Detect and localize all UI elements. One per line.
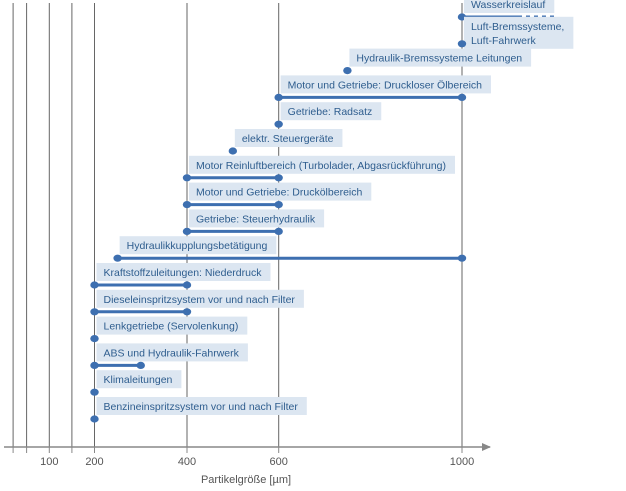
range-start-marker	[90, 388, 99, 396]
range-label-bg	[96, 370, 182, 389]
range-label: Motor und Getriebe: Druckloser Ölbereich	[288, 79, 482, 91]
gridlines	[12, 3, 463, 447]
range-label: Motor und Getriebe: Druckölbereich	[196, 187, 362, 199]
range-label-bg	[96, 289, 304, 308]
range-label: Luft-Bremssysteme,	[471, 21, 564, 33]
range-start-marker	[274, 120, 283, 128]
range-label: Getriebe: Steuerhydraulik	[196, 213, 316, 225]
range-row: Kraftstoffzuleitungen: Niederdruck	[90, 263, 271, 289]
range-start-marker	[90, 335, 99, 343]
range-row: Lenkgetriebe (Servolenkung)	[90, 316, 248, 343]
range-label: Kraftstoffzuleitungen: Niederdruck	[104, 267, 263, 279]
range-start-marker	[182, 227, 192, 235]
range-label-bg	[189, 209, 325, 228]
range-end-marker	[274, 227, 283, 235]
range-label-bg	[96, 263, 271, 281]
range-start-marker	[90, 415, 99, 423]
range-row: Hydraulik-Bremssysteme Leitungen	[343, 48, 532, 75]
range-start-marker	[274, 93, 283, 101]
range-end-marker	[457, 254, 467, 262]
range-label: Dieseleinspritzsystem vor und nach Filte…	[104, 294, 296, 306]
range-end-marker	[136, 361, 145, 369]
x-axis: 100 200 400 600 1000	[4, 443, 491, 468]
range-label-bg	[119, 236, 277, 255]
range-bars: Wasserkreislauf Luft-Bremssysteme, Luft-Fa…	[90, 0, 574, 423]
range-start-marker	[182, 174, 192, 182]
range-row: elektr. Steuergeräte	[228, 129, 343, 155]
range-end-marker	[182, 308, 192, 316]
x-tick-label: 200	[85, 456, 103, 468]
range-label: Lenkgetriebe (Servolenkung)	[104, 321, 239, 333]
range-label-bg	[189, 182, 372, 201]
range-start-marker	[182, 201, 192, 209]
range-label-bg	[96, 343, 248, 362]
range-label-bg	[96, 397, 307, 415]
range-label-bg	[280, 75, 491, 94]
range-row: Hydraulikkupplungsbetätigung	[113, 236, 467, 262]
x-tick-label: 100	[40, 456, 58, 468]
range-label: Benzineinspritzsystem vor und nach Filte…	[104, 401, 299, 413]
x-axis-arrowhead	[482, 443, 491, 451]
range-row: Benzineinspritzsystem vor und nach Filte…	[90, 397, 307, 423]
range-label: Motor Reinluftbereich (Turbolader, Abgas…	[196, 160, 446, 172]
x-tick-label: 400	[178, 456, 196, 468]
range-label-bg	[463, 0, 555, 13]
range-end-marker	[274, 174, 283, 182]
range-start-marker	[90, 361, 99, 369]
range-label: elektr. Steuergeräte	[242, 133, 334, 145]
x-tick-label: 1000	[450, 456, 474, 468]
range-row: ABS und Hydraulik-Fahrwerk	[90, 343, 248, 369]
range-end-marker	[457, 93, 467, 101]
range-label: ABS und Hydraulik-Fahrwerk	[104, 347, 240, 359]
range-end-marker	[182, 281, 192, 289]
range-row: Getriebe: Steuerhydraulik	[182, 209, 325, 235]
range-start-marker	[113, 254, 122, 262]
range-label-bg	[463, 16, 574, 49]
range-row: Motor und Getriebe: Druckloser Ölbereich	[274, 75, 491, 101]
range-label-bg	[234, 129, 343, 147]
range-start-marker	[343, 67, 352, 75]
range-label: Klimaleitungen	[104, 374, 173, 386]
range-label-bg	[280, 102, 382, 121]
range-start-marker	[228, 147, 238, 155]
range-end-marker	[274, 201, 283, 209]
range-row: Klimaleitungen	[90, 370, 182, 396]
range-row: Motor und Getriebe: Druckölbereich	[182, 182, 372, 209]
x-axis-title: Partikelgröße [µm]	[201, 474, 291, 486]
range-row: Dieseleinspritzsystem vor und nach Filte…	[90, 289, 304, 316]
range-label-bg	[189, 155, 455, 174]
range-label: Hydraulikkupplungsbetätigung	[127, 240, 268, 252]
range-start-marker	[90, 308, 99, 316]
range-row: Getriebe: Radsatz	[274, 102, 382, 128]
range-row: Luft-Bremssysteme, Luft-Fahrwerk	[457, 16, 574, 49]
range-label: Getriebe: Radsatz	[288, 106, 373, 118]
range-label: Hydraulik-Bremssysteme Leitungen	[356, 53, 522, 65]
range-row: Motor Reinluftbereich (Turbolader, Abgas…	[182, 155, 455, 182]
range-label: Wasserkreislauf	[471, 0, 545, 11]
range-start-marker	[457, 40, 467, 48]
range-label-bg	[96, 316, 248, 335]
x-tick-label: 600	[270, 456, 288, 468]
range-label: Luft-Fahrwerk	[471, 35, 537, 47]
range-start-marker	[90, 281, 99, 289]
range-label-bg	[349, 48, 532, 67]
